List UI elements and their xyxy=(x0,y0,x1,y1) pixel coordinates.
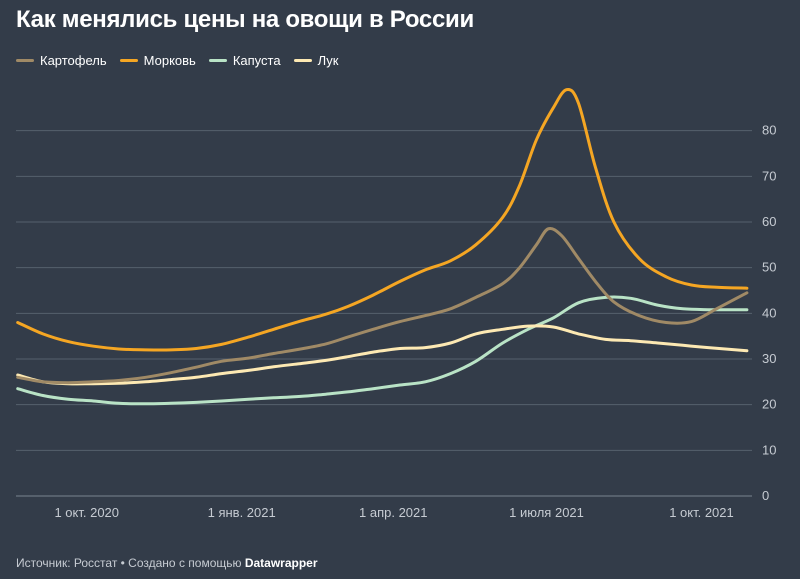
chart-footer: Источник: Росстат • Создано с помощью Da… xyxy=(16,556,318,570)
legend-label: Картофель xyxy=(40,53,107,68)
chart-legend: Картофель Морковь Капуста Лук xyxy=(16,53,351,68)
legend-item: Капуста xyxy=(208,53,281,68)
footer-brand: Datawrapper xyxy=(244,556,318,570)
chart-title: Как менялись цены на овощи в России xyxy=(16,6,474,33)
x-tick-label: 1 июля 2021 xyxy=(509,505,584,520)
y-tick-label: 30 xyxy=(762,351,776,366)
legend-swatch xyxy=(293,59,312,62)
legend-label: Капуста xyxy=(232,53,281,68)
y-tick-label: 40 xyxy=(762,305,776,320)
series-line-Морковь xyxy=(16,87,749,352)
y-tick-label: 80 xyxy=(762,123,776,138)
series-line-Картофель xyxy=(16,226,749,385)
legend-swatch xyxy=(208,59,227,62)
legend-label: Морковь xyxy=(143,53,196,68)
x-tick-label: 1 окт. 2020 xyxy=(54,505,119,520)
legend-swatch xyxy=(16,59,34,62)
legend-item: Морковь xyxy=(119,53,196,68)
series-line-Капуста xyxy=(16,295,749,406)
series-line-Лук xyxy=(16,324,749,386)
footer-source: Источник: Росстат • Создано с помощью xyxy=(16,556,245,570)
y-tick-label: 0 xyxy=(762,488,769,503)
y-tick-label: 10 xyxy=(762,442,776,457)
x-tick-label: 1 янв. 2021 xyxy=(208,505,276,520)
y-tick-label: 70 xyxy=(762,168,776,183)
legend-label: Лук xyxy=(317,53,339,68)
legend-item: Картофель xyxy=(16,53,107,68)
y-tick-label: 60 xyxy=(762,214,776,229)
legend-swatch xyxy=(119,59,138,62)
x-tick-label: 1 окт. 2021 xyxy=(669,505,734,520)
legend-item: Лук xyxy=(293,53,339,68)
y-tick-label: 20 xyxy=(762,397,776,412)
x-tick-label: 1 апр. 2021 xyxy=(359,505,428,520)
y-tick-label: 50 xyxy=(762,260,776,275)
